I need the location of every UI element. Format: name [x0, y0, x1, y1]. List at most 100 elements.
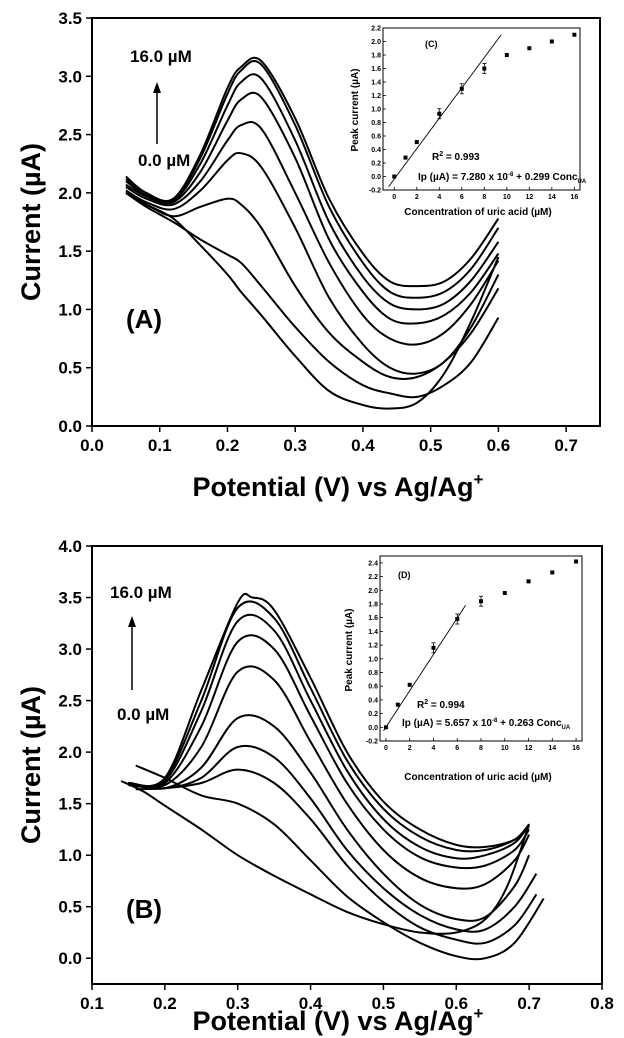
x-tick-label: 0.5 [372, 994, 396, 1013]
voltammogram-curve-1 [120, 780, 531, 935]
y-tick-label: 1.5 [58, 795, 82, 814]
inset-x-tick-label: 0 [384, 745, 388, 752]
voltammogram-curve-6 [125, 91, 500, 325]
y-axis-title: Current (µA) [16, 143, 46, 301]
data-point [572, 32, 577, 37]
inset-y-tick-label: 2.4 [368, 560, 378, 567]
x-tick-label: 0.7 [517, 994, 541, 1013]
x-axis-title: Potential (V) vs Ag/Ag+ [193, 470, 484, 502]
annotation-top-label: 16.0 µM [110, 583, 172, 602]
x-axis: 0.1 0.2 0.3 0.4 0.5 0.6 0.7 0.8 [80, 984, 614, 1013]
data-point [395, 702, 400, 707]
y-tick-label: 2.0 [58, 184, 82, 203]
y-tick-label: 4.0 [58, 537, 82, 556]
concentration-arrowhead [153, 82, 161, 93]
voltammogram-curve-3 [135, 768, 538, 945]
voltammogram-curve-9 [128, 600, 530, 853]
annotation-bottom-label: 0.0 µM [117, 705, 169, 724]
data-point [414, 140, 419, 145]
x-tick-label: 0.1 [148, 436, 172, 455]
data-point [549, 39, 554, 44]
inset-y-tick-label: 0.2 [371, 161, 381, 168]
regression-equation: Ip (µA) = 7.280 x 10-8 + 0.299 ConcUA [418, 172, 587, 185]
x-tick-label: 0.5 [419, 436, 443, 455]
inset-y-tick-label: 1.4 [368, 629, 378, 636]
inset-x-tick-label: 12 [525, 194, 533, 201]
y-tick-label: 0.5 [58, 359, 82, 378]
inset-y-tick-label: 1.8 [368, 601, 378, 608]
inset-y-tick-label: 1.2 [371, 93, 381, 100]
x-tick-label: 0.3 [283, 436, 307, 455]
inset-y-tick-label: 1.6 [368, 615, 378, 622]
inset-x-tick-label: 6 [455, 745, 459, 752]
data-point [502, 591, 507, 595]
y-tick-label: 3.5 [58, 589, 82, 608]
y-tick-label: 3.0 [58, 67, 82, 86]
inset-x-tick-label: 4 [432, 745, 436, 752]
plot-frame [91, 17, 601, 427]
x-tick-label: 0.1 [80, 994, 104, 1013]
y-tick-label: 0.0 [58, 949, 82, 968]
x-tick-label: 0.2 [153, 994, 177, 1013]
x-tick-label: 0.2 [216, 436, 240, 455]
inset-x-tick-label: 2 [415, 194, 419, 201]
inset-y-tick-label: 0.8 [371, 120, 381, 127]
voltammogram-curve-4 [125, 151, 500, 375]
data-point [527, 46, 532, 51]
data-point [392, 174, 397, 179]
inset-x-tick-label: 14 [548, 194, 556, 201]
regression-equation: Ip (µA) = 5.657 x 10-8 + 0.263 ConcUA [402, 718, 571, 731]
inset-y-tick-label: 1.6 [371, 66, 381, 73]
voltammogram-curve-1 [125, 192, 500, 410]
x-tick-label: 0.4 [351, 436, 375, 455]
r-squared-label: R2 = 0.994 [417, 699, 465, 711]
inset-axes: 0 2 4 6 8 10 12 14 16 -0.2 0.0 0.2 0.4 0.6 0.8 1.0 1.2 1.… [369, 26, 578, 202]
inset-panel-label: (C) [425, 39, 438, 49]
inset-y-tick-label: 1.4 [371, 80, 381, 87]
voltammogram-curve-5 [125, 121, 500, 346]
x-tick-label: 0.4 [299, 994, 323, 1013]
voltammogram-curve-9 [125, 56, 500, 288]
inset-y-tick-label: 0.6 [371, 134, 381, 141]
voltammogram-curve-4 [128, 744, 538, 933]
data-point [526, 579, 531, 584]
x-tick-label: 0.0 [80, 436, 104, 455]
panel-label: (B) [126, 894, 162, 924]
inset-y-tick-label: 1.2 [368, 643, 378, 650]
voltammogram-curve-7 [125, 73, 500, 311]
voltammogram-curve-2 [125, 192, 500, 399]
fit-line [383, 605, 466, 731]
plot-frame [91, 545, 603, 985]
panel-b: 0.1 0.2 0.3 0.4 0.5 0.6 0.7 0.8 0.0 0.5 1.0 1.5 2.0… [16, 537, 614, 1036]
inset-x-axis-title: Concentration of uric acid (µM) [404, 772, 551, 783]
inset-y-axis-title: Peak current (µA) [344, 608, 355, 691]
inset-x-tick-label: 14 [548, 745, 556, 752]
y-tick-label: 1.0 [58, 300, 82, 319]
inset-y-tick-label: 0.4 [371, 147, 381, 154]
inset-frame [379, 555, 583, 742]
y-tick-label: 0.5 [58, 898, 82, 917]
inset-x-tick-label: 6 [460, 194, 464, 201]
voltammogram-curve-2 [135, 764, 545, 961]
concentration-arrowhead [128, 616, 136, 627]
inset-y-tick-label: 1.0 [368, 656, 378, 663]
y-tick-label: 2.5 [58, 692, 82, 711]
voltammogram-curve-3 [125, 192, 500, 380]
y-tick-label: 2.5 [58, 126, 82, 145]
inset-x-axis-title: Concentration of uric acid (µM) [404, 207, 551, 218]
x-tick-label: 0.6 [444, 994, 468, 1013]
voltammogram-curve-5 [128, 714, 531, 922]
voltammogram-curve-6 [128, 665, 530, 890]
y-tick-label: 1.5 [58, 242, 82, 261]
inset-c: 0 2 4 6 8 10 12 14 16 -0.2 0.0 0.2 0.4 0.6 0.8 1.0 1.2 1.… [350, 26, 587, 219]
inset-axes: 0 2 4 6 8 10 12 14 16 -0.2 0.0 0.2 0.4 0.6 0.8 1.0 1.2 1.… [366, 560, 580, 752]
y-tick-label: 0.0 [58, 417, 82, 436]
y-axis: 0.0 0.5 1.0 1.5 2.0 2.5 3.0 3.5 [58, 9, 92, 436]
voltammogram-curve-8 [125, 59, 500, 299]
inset-y-tick-label: -0.2 [366, 739, 378, 746]
inset-y-tick-label: 0.2 [368, 711, 378, 718]
inset-x-tick-label: 10 [501, 745, 509, 752]
inset-frame [382, 27, 581, 191]
inset-x-tick-label: 0 [392, 194, 396, 201]
